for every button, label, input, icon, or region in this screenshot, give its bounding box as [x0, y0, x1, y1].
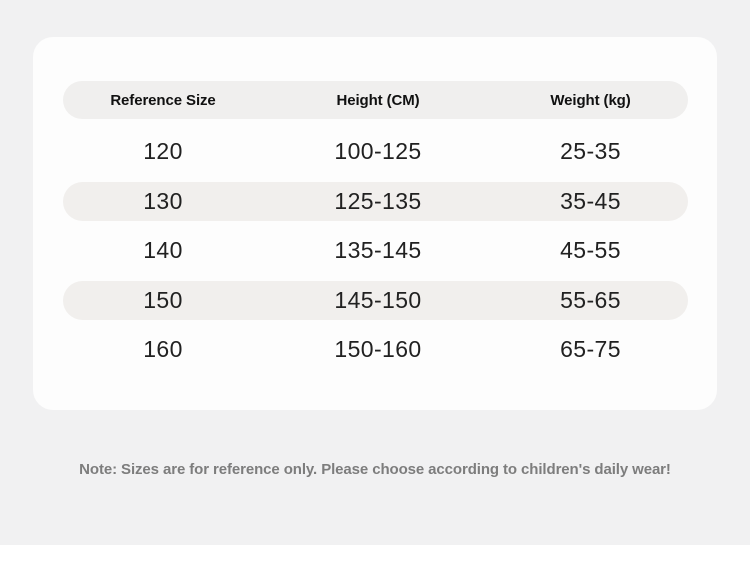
cell-height-range: 145-150 [334, 286, 422, 313]
column-header-reference-size: Reference Size [110, 91, 216, 109]
size-reference-note: Note: Sizes are for reference only. Plea… [79, 461, 671, 478]
table-row: 140 135-145 45-55 [63, 226, 688, 276]
size-table: Reference Size Height (CM) Weight (kg) 1… [63, 81, 688, 375]
cell-height-range: 100-125 [334, 138, 422, 165]
cell-weight-range: 65-75 [560, 336, 621, 363]
bottom-margin [0, 545, 750, 565]
table-row: 150 145-150 55-65 [63, 276, 688, 326]
cell-weight-range: 55-65 [560, 286, 621, 313]
table-header-row: Reference Size Height (CM) Weight (kg) [63, 81, 688, 119]
table-body: 120 100-125 25-35 130 125-135 35-45 140 … [63, 127, 688, 375]
cell-reference-size: 140 [143, 237, 183, 264]
cell-height-range: 125-135 [334, 187, 422, 214]
size-chart-card: Reference Size Height (CM) Weight (kg) 1… [33, 37, 717, 410]
cell-reference-size: 150 [143, 286, 183, 313]
cell-weight-range: 35-45 [560, 187, 621, 214]
cell-reference-size: 130 [143, 187, 183, 214]
column-header-height: Height (CM) [336, 91, 420, 109]
cell-height-range: 135-145 [334, 237, 422, 264]
column-header-weight: Weight (kg) [550, 91, 631, 109]
table-row: 120 100-125 25-35 [63, 127, 688, 177]
cell-reference-size: 160 [143, 336, 183, 363]
cell-weight-range: 45-55 [560, 237, 621, 264]
cell-reference-size: 120 [143, 138, 183, 165]
cell-weight-range: 25-35 [560, 138, 621, 165]
table-row: 160 150-160 65-75 [63, 325, 688, 375]
cell-height-range: 150-160 [334, 336, 422, 363]
page-background: Reference Size Height (CM) Weight (kg) 1… [0, 0, 750, 545]
table-row: 130 125-135 35-45 [63, 177, 688, 227]
